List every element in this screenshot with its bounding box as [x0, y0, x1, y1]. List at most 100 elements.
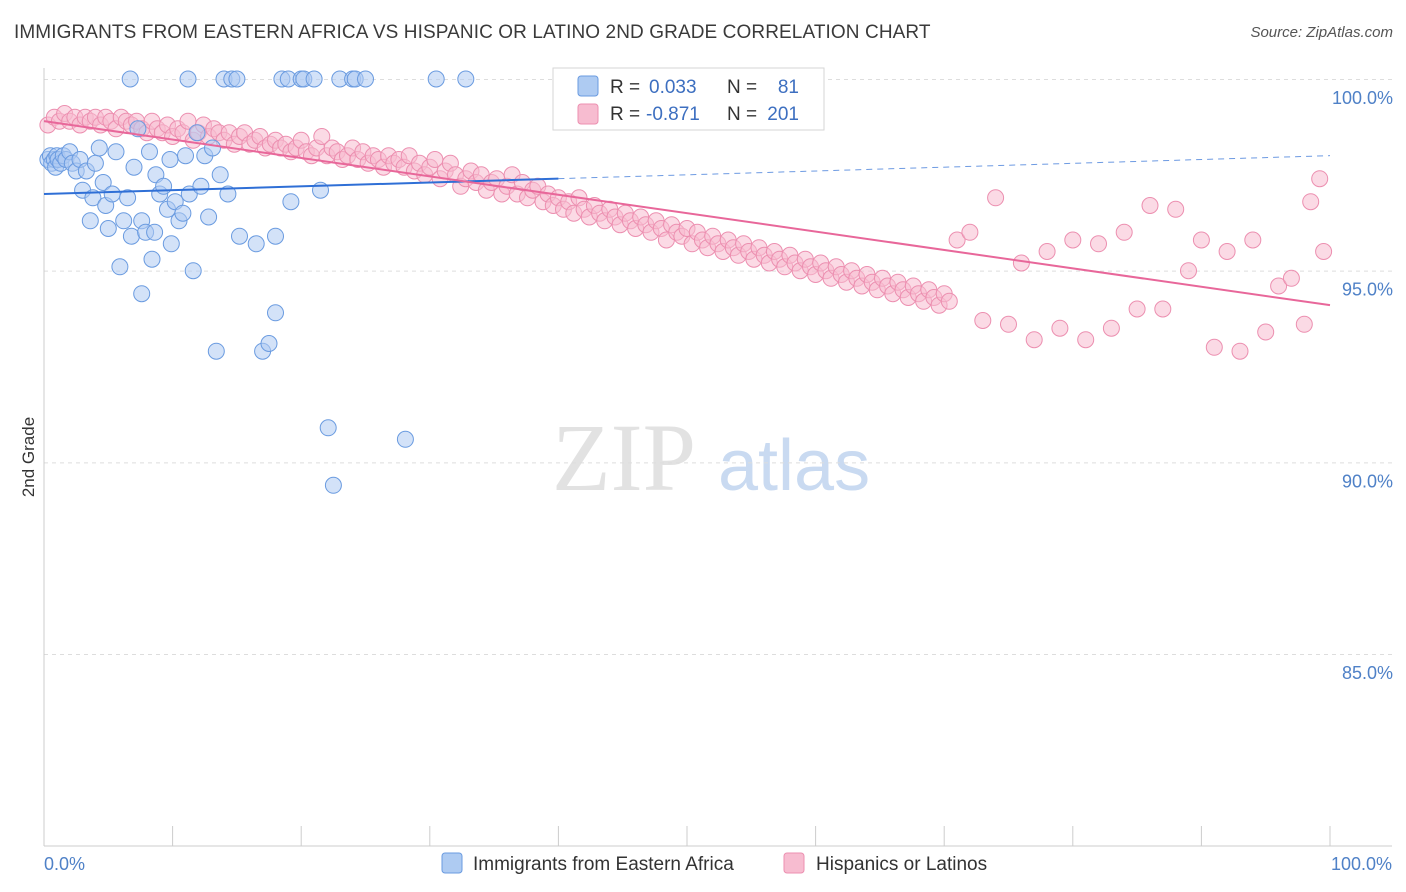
- legend-n-value-blue: 81: [778, 77, 799, 98]
- legend-r-label-blue: R =: [610, 77, 640, 98]
- watermark-atlas: atlas: [718, 426, 870, 506]
- watermark-zip: ZIP: [552, 404, 696, 511]
- trend-lines: [43, 120, 1331, 307]
- trend-line-eastern-africa-extension: [558, 155, 1331, 180]
- hispanic-point-201: [1270, 277, 1288, 295]
- eastern-africa-point-63: [260, 335, 278, 352]
- hispanic-point-176: [948, 231, 966, 249]
- hispanic-point-177: [961, 223, 979, 241]
- hispanic-point-199: [1244, 231, 1262, 249]
- eastern-africa-point-19: [90, 139, 108, 157]
- hispanic-point-202: [1282, 269, 1300, 287]
- legend-r-value-pink: -0.871: [646, 104, 700, 125]
- eastern-africa-point-52: [211, 166, 229, 184]
- legend-swatch-blue: [577, 75, 599, 97]
- eastern-africa-point-27: [119, 189, 137, 207]
- y-tick-label-100: 100.0%: [1332, 88, 1393, 108]
- bottom-legend-label-pink: Hispanics or Latinos: [816, 854, 987, 875]
- bottom-legend-swatch-pink: [783, 852, 805, 874]
- hispanic-point-192: [1154, 300, 1172, 318]
- eastern-africa-point-30: [129, 120, 147, 138]
- hispanic-point-184: [1051, 319, 1069, 337]
- hispanic-point-196: [1205, 338, 1223, 356]
- trend-line-eastern-africa: [43, 177, 559, 195]
- eastern-africa-point-46: [188, 124, 206, 142]
- hispanic-point-189: [1115, 223, 1133, 241]
- bottom-legend-label-blue: Immigrants from Eastern Africa: [473, 854, 734, 875]
- hispanic-point-195: [1192, 231, 1210, 249]
- watermark: ZIP atlas: [552, 404, 870, 511]
- hispanic-point-187: [1090, 235, 1107, 253]
- hispanic-point-203: [1295, 315, 1313, 333]
- eastern-africa-point-43: [177, 147, 194, 165]
- hispanic-point-205: [1311, 170, 1329, 188]
- hispanic-point-190: [1128, 300, 1146, 318]
- x-tick-label-100: 100.0%: [1331, 854, 1392, 874]
- y-tick-label-95: 95.0%: [1342, 280, 1393, 300]
- x-axis-ticks: [43, 826, 1331, 846]
- y-tick-label-85: 85.0%: [1342, 663, 1393, 683]
- y-axis-label: 2nd Grade: [19, 417, 38, 497]
- eastern-africa-point-28: [122, 227, 140, 245]
- hispanic-point-185: [1064, 231, 1082, 249]
- eastern-africa-point-26: [115, 212, 133, 230]
- eastern-africa-point-59: [146, 223, 164, 241]
- eastern-africa-point-54: [219, 185, 237, 203]
- legend-n-label-pink: N =: [727, 104, 757, 125]
- hispanic-point-186: [1077, 331, 1095, 349]
- hispanic-point-204: [1302, 193, 1320, 211]
- eastern-africa-point-64: [267, 227, 284, 245]
- eastern-africa-point-22: [99, 220, 117, 237]
- eastern-africa-point-37: [155, 177, 173, 195]
- eastern-africa-point-79: [396, 430, 414, 448]
- series-legend: Immigrants from Eastern Africa Hispanics…: [441, 852, 987, 875]
- eastern-africa-point-80: [427, 70, 445, 88]
- eastern-africa-point-78: [357, 70, 374, 88]
- bottom-legend-swatch-blue: [441, 852, 463, 874]
- hispanic-point-179: [987, 189, 1005, 207]
- hispanic-point-181: [1012, 254, 1030, 272]
- hispanic-point-198: [1231, 342, 1249, 360]
- eastern-africa-point-25: [111, 258, 129, 276]
- eastern-africa-point-58: [121, 70, 139, 88]
- hispanic-point-180: [1000, 315, 1017, 333]
- eastern-africa-point-50: [204, 139, 221, 157]
- eastern-africa-point-51: [207, 342, 225, 360]
- hispanic-point-194: [1180, 262, 1197, 280]
- hispanic-point-193: [1167, 200, 1185, 218]
- source-credit: Source: ZipAtlas.com: [1250, 24, 1393, 41]
- hispanic-point-53: [313, 128, 331, 145]
- eastern-africa-point-29: [125, 158, 143, 176]
- eastern-africa-point-68: [282, 193, 300, 211]
- hispanic-point-200: [1257, 323, 1275, 341]
- eastern-africa-point-56: [228, 70, 246, 88]
- trend-line-hispanics: [43, 120, 1331, 307]
- hispanic-point-206: [1315, 243, 1333, 260]
- chart-title: IMMIGRANTS FROM EASTERN AFRICA VS HISPAN…: [14, 22, 931, 43]
- legend-n-value-pink: 201: [767, 104, 799, 125]
- hispanic-point-188: [1102, 319, 1120, 337]
- hispanic-point-191: [1141, 197, 1159, 214]
- eastern-africa-point-65: [267, 304, 284, 322]
- eastern-africa-point-16: [81, 212, 99, 230]
- hispanic-point-178: [974, 312, 992, 329]
- eastern-africa-point-57: [231, 227, 248, 245]
- hispanic-point-197: [1218, 243, 1236, 260]
- eastern-africa-point-49: [200, 208, 218, 226]
- stats-legend: R = 0.033 N = 81 R = -0.871 N = 201: [552, 67, 825, 131]
- eastern-africa-point-73: [319, 419, 337, 437]
- y-tick-label-90: 90.0%: [1342, 471, 1393, 491]
- legend-n-label-blue: N =: [727, 77, 757, 98]
- eastern-africa-point-74: [324, 476, 342, 494]
- x-tick-label-0: 0.0%: [44, 854, 85, 874]
- eastern-africa-point-47: [192, 177, 210, 195]
- eastern-africa-point-83: [161, 151, 179, 168]
- eastern-africa-point-81: [457, 70, 475, 88]
- eastern-africa-point-17: [84, 189, 102, 207]
- eastern-africa-point-42: [174, 204, 192, 222]
- grid-lines: [44, 79, 1392, 655]
- eastern-africa-point-34: [143, 250, 161, 268]
- legend-r-label-pink: R =: [610, 104, 640, 125]
- eastern-africa-point-20: [94, 174, 112, 191]
